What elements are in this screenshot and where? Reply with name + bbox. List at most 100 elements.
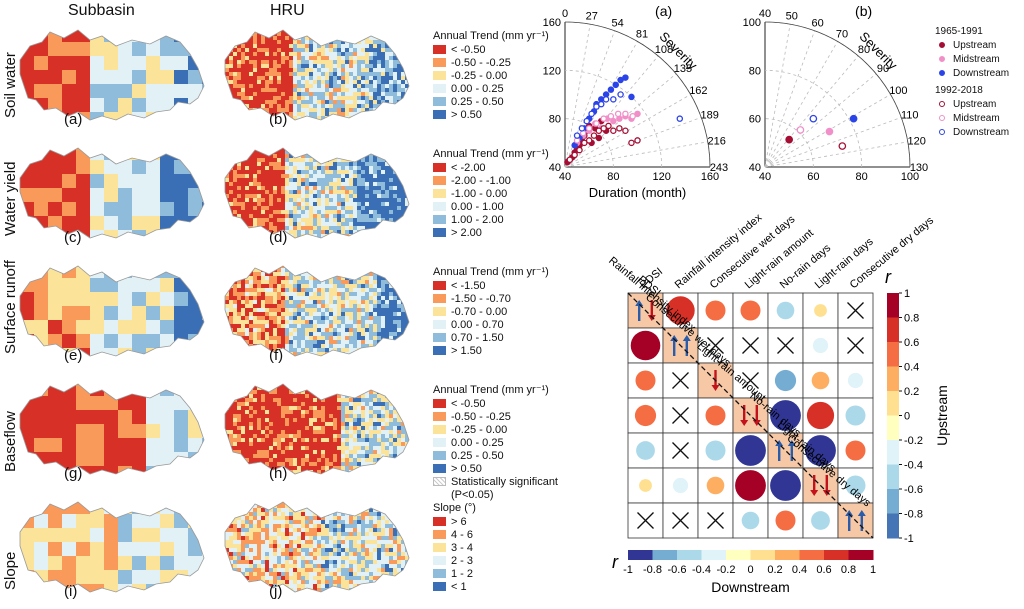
legend-entry: 0.00 - 0.25 [433, 437, 558, 450]
correlation-circle [735, 435, 766, 466]
data-point [634, 137, 641, 144]
legend-heading: 1965-1991 [935, 26, 983, 37]
data-point [628, 139, 635, 147]
angular-tick: 189 [701, 109, 719, 121]
correlation-circle [639, 479, 652, 492]
data-point [849, 114, 858, 123]
colorbar-tick: 1 [904, 288, 910, 300]
radial-tick-y: 100 [743, 17, 761, 29]
data-point [622, 110, 629, 118]
legend-entry: > 1.50 [433, 345, 549, 358]
trend-arrow-head [775, 440, 784, 446]
x-axis-label: Duration (month) [589, 185, 687, 200]
legend-entry: Upstream [935, 39, 1009, 53]
correlation-circle [774, 369, 797, 392]
panel-label: (i) [64, 583, 77, 600]
data-point [622, 74, 629, 81]
data-point [593, 103, 600, 110]
legend-entry: < -1.50 [433, 280, 549, 293]
colorbar-label: r [885, 267, 892, 287]
angular-tick: 80 [858, 44, 870, 56]
correlation-circle [705, 405, 726, 426]
correlation-circle [770, 470, 801, 501]
radial-tick-x: 80 [607, 171, 619, 183]
legend-entry: 0.00 - 0.70 [433, 319, 549, 332]
correlation-circle [812, 337, 829, 354]
radial-tick-x: 120 [652, 171, 670, 183]
data-point [602, 96, 610, 103]
colorbar-tick: 0.8 [841, 564, 856, 576]
map-legend: Annual Trend (mm yr⁻¹) < -1.50 -1.50 - -0.… [433, 266, 549, 358]
angular-tick: 216 [707, 135, 725, 147]
correlation-circle [806, 401, 835, 430]
colorbar-tick: -0.2 [904, 435, 923, 447]
angular-tick: 243 [710, 162, 728, 174]
correlation-circle [705, 440, 726, 461]
data-point [796, 126, 805, 134]
data-point [571, 151, 578, 159]
correlation-circle [635, 370, 656, 391]
correlation-circle [805, 435, 836, 466]
legend-entry: Midstream [935, 53, 1009, 67]
legend-entry: -0.50 - -0.25 [433, 411, 558, 424]
angular-tick: 40 [759, 8, 771, 20]
panel-label: (g) [64, 465, 82, 482]
map-row-label: Baseflow [2, 411, 19, 472]
correlation-circle [770, 400, 801, 431]
data-point [607, 86, 615, 93]
legend-significance: Statistically significant [433, 476, 558, 489]
radial-tick-x: 100 [901, 171, 919, 183]
map-row-label: Soil water [2, 52, 19, 118]
chart-panel-label: (a) [655, 3, 672, 19]
colorbar-label: r [612, 552, 619, 572]
data-point [838, 142, 847, 150]
trend-arrow-head [711, 385, 720, 391]
insignificant-mark [672, 372, 689, 389]
data-point [610, 117, 617, 125]
trend-arrow-head [752, 420, 761, 426]
map-i [20, 502, 204, 592]
legend-entry: 4 - 6 [433, 529, 476, 542]
panel-label: (h) [269, 465, 287, 482]
angular-tick: 27 [586, 10, 598, 22]
angular-tick: 50 [786, 10, 798, 22]
correlation-circle [845, 475, 866, 496]
map-g [20, 384, 204, 474]
trend-arrow-head [787, 440, 796, 446]
colorbar-tick: -0.8 [904, 509, 923, 521]
correlation-circle [666, 296, 695, 325]
correlation-circle [776, 301, 795, 320]
colorbar-tick: -1 [623, 564, 633, 576]
angular-tick: 81 [636, 29, 648, 41]
data-point [585, 137, 593, 144]
radial-tick-x: 40 [559, 171, 571, 183]
legend-entry: 0.70 - 1.50 [433, 332, 549, 345]
data-point [590, 132, 598, 139]
data-point [614, 110, 622, 118]
polar-legend: 1965-1991 Upstream Midstream Downstream 1992… [935, 22, 1009, 140]
colorbar-tick: 0.4 [904, 362, 919, 374]
legend-entry: Midstream [935, 112, 1009, 126]
legend-entry: Upstream [935, 98, 1009, 112]
correlation-circle [845, 405, 866, 426]
angular-tick: 60 [812, 17, 824, 29]
legend-heading: 1992-2018 [935, 85, 983, 96]
angular-tick: 100 [889, 85, 907, 97]
panel-label: (d) [269, 229, 287, 246]
matrix-cell [627, 502, 664, 539]
map-row-label: Water yield [2, 161, 19, 236]
correlation-circle [775, 510, 796, 531]
legend-entry: > 6 [433, 516, 476, 529]
panel-label: (a) [64, 111, 82, 128]
legend-entry: -0.50 - -0.25 [433, 57, 549, 70]
data-point [610, 127, 617, 134]
radial-tick-x: 160 [701, 171, 719, 183]
correlation-circle [845, 440, 866, 461]
angular-tick: 70 [836, 29, 848, 41]
legend-entry: 0.00 - 0.25 [433, 83, 549, 96]
legend-entry: -0.25 - 0.00 [433, 424, 558, 437]
angular-tick: 0 [562, 8, 568, 20]
